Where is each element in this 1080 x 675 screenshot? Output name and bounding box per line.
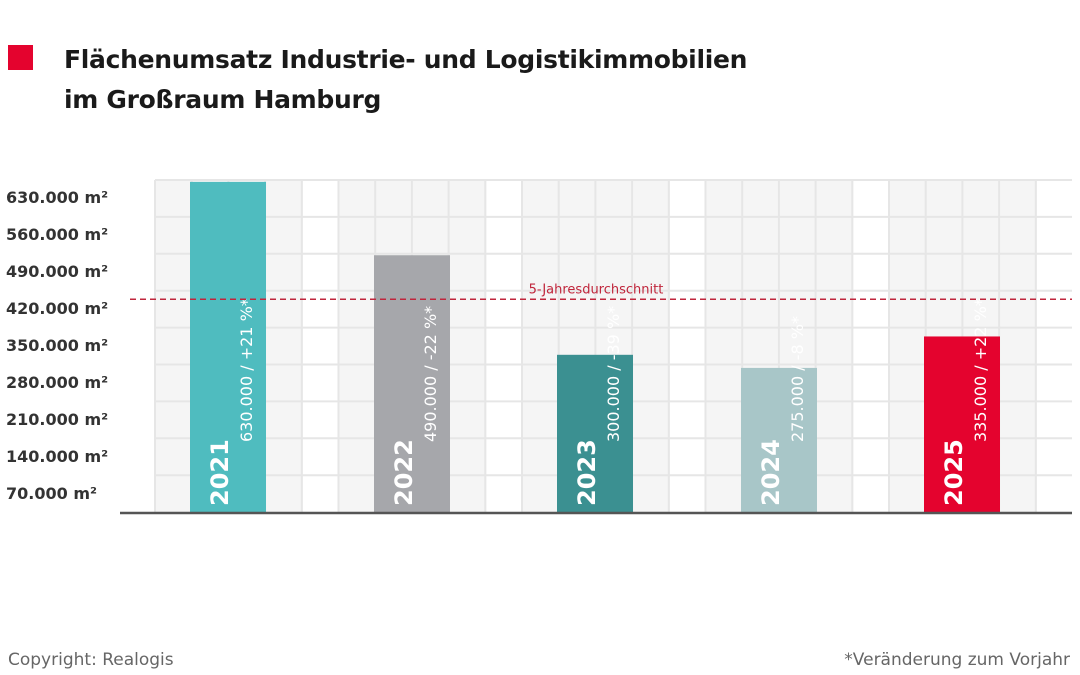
y-tick-label: 420.000 m² bbox=[6, 299, 108, 318]
y-tick-label: 210.000 m² bbox=[6, 410, 108, 429]
title-line-1: Flächenumsatz Industrie- und Logistikimm… bbox=[64, 45, 748, 74]
grid-gap-column bbox=[303, 180, 338, 512]
bar-value-label: 490.000 / -22 %* bbox=[421, 306, 440, 442]
bar-value-label: 275.000 / -8 %* bbox=[788, 316, 807, 442]
bar-year-label: 2024 bbox=[757, 439, 785, 506]
bar-2023 bbox=[557, 354, 633, 512]
title-marker bbox=[8, 45, 33, 70]
y-tick-label: 490.000 m² bbox=[6, 262, 108, 281]
bar-2024 bbox=[741, 367, 817, 512]
chart-title: Flächenumsatz Industrie- und Logistikimm… bbox=[64, 40, 747, 120]
y-tick-label: 350.000 m² bbox=[6, 336, 108, 355]
y-tick-label: 70.000 m² bbox=[6, 484, 97, 503]
bar-2025 bbox=[924, 336, 1000, 512]
footnote: *Veränderung zum Vorjahr bbox=[844, 650, 1070, 670]
title-line-2: im Großraum Hamburg bbox=[64, 85, 382, 114]
average-line-label: 5-Jahresdurchschnitt bbox=[529, 282, 664, 297]
y-tick-label: 630.000 m² bbox=[6, 188, 108, 207]
bar-value-label: 300.000 / -39 %* bbox=[604, 306, 623, 442]
bar-year-label: 2022 bbox=[390, 439, 418, 506]
y-tick-label: 280.000 m² bbox=[6, 373, 108, 392]
y-tick-label: 140.000 m² bbox=[6, 447, 108, 466]
bar-value-label: 630.000 / +21 %* bbox=[237, 298, 256, 442]
bar-year-label: 2023 bbox=[573, 439, 601, 506]
copyright: Copyright: Realogis bbox=[8, 650, 174, 670]
grid-gap-column bbox=[670, 180, 705, 512]
grid-gap-column bbox=[1037, 180, 1072, 512]
bar-year-label: 2021 bbox=[206, 439, 234, 506]
bar-value-label: 335.000 / +22 %* bbox=[971, 298, 990, 442]
bar-2022 bbox=[374, 255, 450, 513]
y-tick-label: 560.000 m² bbox=[6, 225, 108, 244]
bar-2021 bbox=[190, 181, 266, 512]
grid-gap-column bbox=[853, 180, 889, 512]
grid-gap-column bbox=[486, 180, 522, 512]
bar-year-label: 2025 bbox=[940, 439, 968, 506]
